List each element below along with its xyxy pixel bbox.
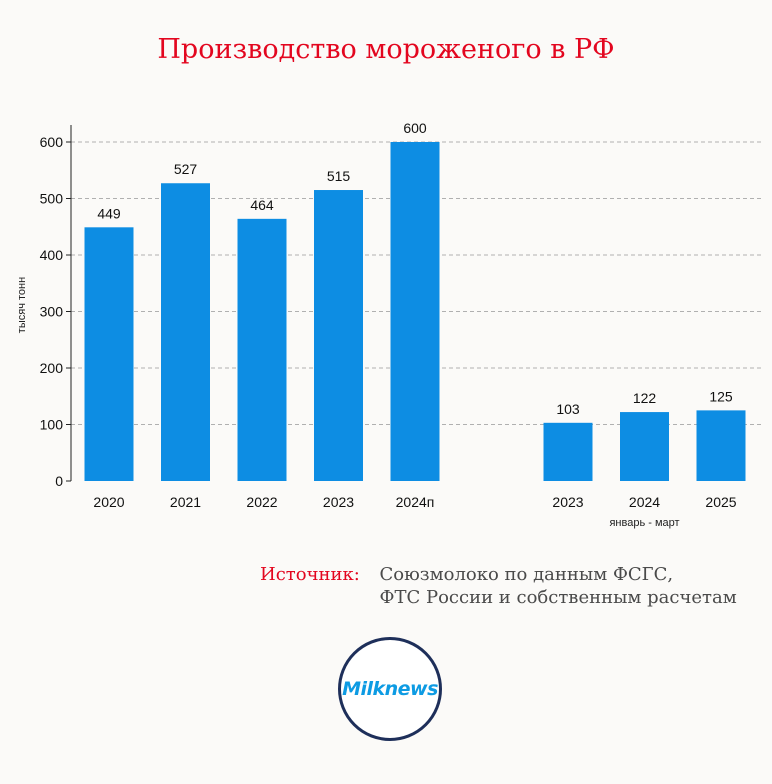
bar xyxy=(161,183,210,481)
x-tick-label: 2020 xyxy=(93,494,124,510)
x-tick-label: 2023 xyxy=(552,494,583,510)
y-tick-label: 200 xyxy=(40,360,64,376)
logo-text: Milknews xyxy=(342,678,438,700)
data-label: 449 xyxy=(97,205,121,221)
data-label: 125 xyxy=(709,388,733,404)
data-label: 527 xyxy=(174,161,198,177)
x-tick-label: 2024 xyxy=(629,494,660,510)
source-text: Союзмолоко по данным ФСГС, ФТС России и … xyxy=(380,563,737,609)
data-labels: 449 527 464 515 600 103 122 125 xyxy=(97,120,733,417)
x-tick-label: 2023 xyxy=(323,494,354,510)
x-tick-label: 2021 xyxy=(170,494,201,510)
y-axis-label: тысяч тонн xyxy=(16,277,28,333)
milknews-logo: Milknews xyxy=(338,637,442,741)
x-tick-label: 2025 xyxy=(705,494,736,510)
y-tick-label: 300 xyxy=(40,304,64,320)
bars xyxy=(84,142,746,481)
bar xyxy=(620,412,669,481)
source-note: Источник: Союзмолоко по данным ФСГС, ФТС… xyxy=(260,563,737,609)
data-label: 464 xyxy=(250,197,274,213)
x-axis: 2020 2021 2022 2023 2024п 2023 2024 2025 январь … xyxy=(93,494,736,529)
source-line-1: Союзмолоко по данным ФСГС, xyxy=(379,564,674,585)
y-tick-label: 500 xyxy=(40,191,64,207)
chart-title: Производство мороженого в РФ xyxy=(157,34,615,65)
x-tick-label: 2024п xyxy=(396,494,435,510)
bar xyxy=(696,410,746,481)
bar-chart: 0 100 200 300 400 500 600 449 527 464 515 600 103 12… xyxy=(16,120,762,529)
source-line-2: ФТС России и собственным расчетам xyxy=(379,587,737,608)
bar xyxy=(237,218,287,481)
data-label: 103 xyxy=(556,401,580,417)
bar xyxy=(543,422,593,481)
y-axis: 0 100 200 300 400 500 600 xyxy=(40,125,72,489)
data-label: 122 xyxy=(633,390,657,406)
y-tick-label: 600 xyxy=(40,134,64,150)
bar xyxy=(314,190,363,481)
y-tick-label: 400 xyxy=(40,247,64,263)
data-label: 515 xyxy=(327,168,351,184)
x-tick-label: 2022 xyxy=(246,494,277,510)
group-label: январь - март xyxy=(609,517,679,529)
data-label: 600 xyxy=(403,120,427,136)
bar xyxy=(84,227,134,481)
bar xyxy=(390,142,440,481)
y-tick-label: 0 xyxy=(55,473,63,489)
y-tick-label: 100 xyxy=(40,417,64,433)
source-label: Источник: xyxy=(260,564,360,585)
